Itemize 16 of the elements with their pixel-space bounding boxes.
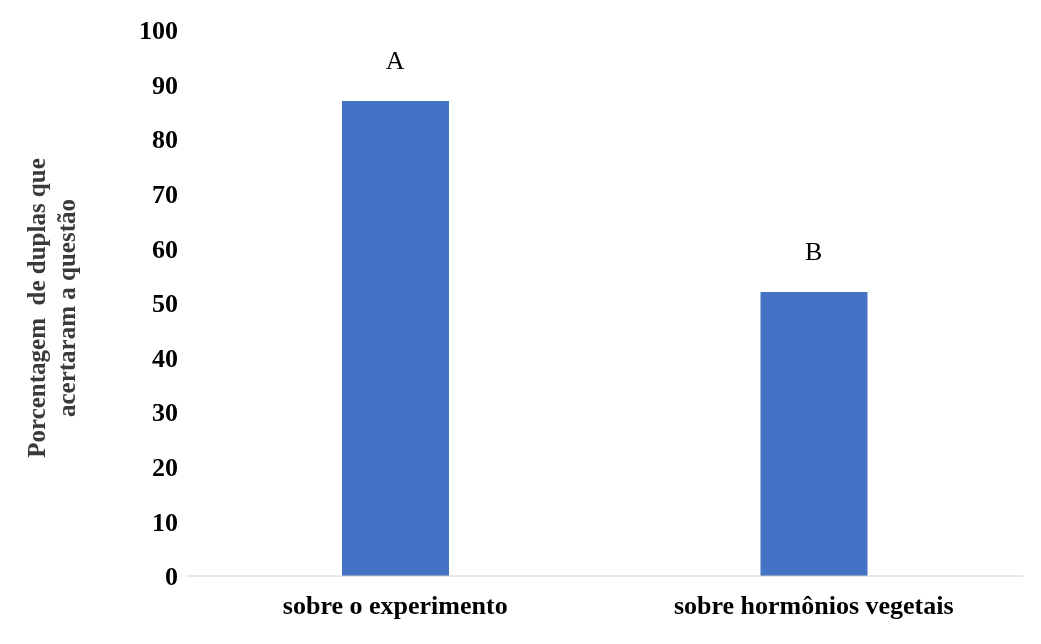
y-tick-label: 90: [152, 70, 178, 100]
y-tick-label: 80: [152, 125, 178, 155]
y-axis-title: Porcentagem de duplas que acertaram a questão: [23, 158, 80, 458]
x-tick-label: sobre hormônios vegetais: [673, 591, 954, 621]
y-tick-label: 50: [152, 289, 178, 319]
y-tick-label: 30: [152, 398, 178, 428]
y-tick-label: 40: [152, 343, 178, 373]
annotation: A: [385, 45, 405, 75]
y-tick-label: 0: [165, 562, 178, 592]
y-tick-label: 10: [152, 507, 178, 537]
y-tick-label: 100: [139, 16, 178, 46]
annotation: B: [805, 237, 823, 267]
y-tick-label: 20: [152, 453, 178, 483]
x-tick-label: sobre o experimento: [282, 591, 508, 621]
y-tick-label: 60: [152, 234, 178, 264]
y-tick-label: 70: [152, 180, 178, 210]
